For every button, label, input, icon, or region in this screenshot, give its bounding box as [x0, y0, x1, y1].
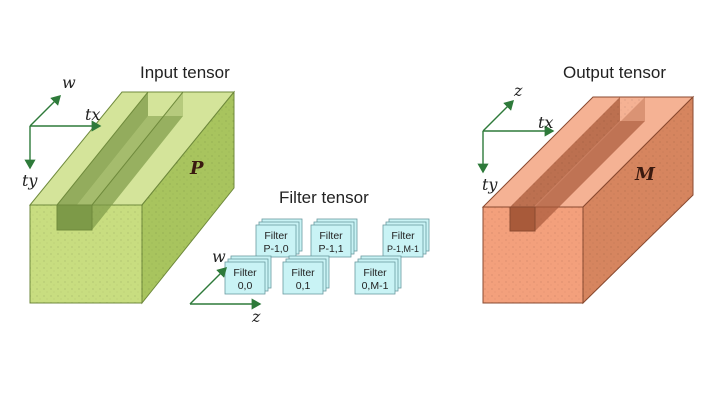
filter-card-back-2: Filter P-1,M-1: [382, 218, 430, 258]
filter-cards: FilterP-1,0FilterP-1,1FilterP-1,M-1Filte…: [224, 218, 430, 295]
output-groove-floor: [510, 121, 645, 231]
filter-card-back-0-layer: [255, 224, 297, 258]
filter-card-back-2-layer: [382, 224, 424, 258]
input-tensor-title: Input tensor: [140, 63, 230, 82]
input-depth-label: P: [189, 158, 204, 179]
filter-card-front-2-line2: 0,M-1: [362, 280, 389, 292]
output-groove-wall: [535, 97, 645, 231]
output-tensor-title: Output tensor: [563, 63, 666, 82]
output-axes: z tx ty: [477, 81, 555, 194]
output-axis-z: z: [513, 81, 523, 100]
output-tensor-block: M: [481, 95, 695, 305]
filter-tensor-title: Filter tensor: [279, 188, 369, 207]
input-axis-w: w: [62, 73, 76, 92]
input-tensor-block: P: [28, 90, 236, 305]
input-groove-wall: [92, 92, 183, 230]
filter-card-front-0-line1: Filter: [233, 267, 257, 279]
filter-card-front-1-layer: [282, 261, 324, 295]
filter-card-back-1-line1: Filter: [319, 230, 343, 242]
output-depth-label: M: [634, 164, 656, 185]
filter-card-back-0-line1: Filter: [264, 230, 288, 242]
input-groove-side: [57, 92, 148, 230]
output-axis-tx: tx: [538, 113, 553, 132]
filter-card-front-0-layer: [224, 261, 266, 295]
filter-card-back-1-layer: [310, 224, 352, 258]
filter-card-front-0-line2: 0,0: [238, 280, 253, 292]
input-axes: w tx ty: [22, 73, 102, 190]
filter-card-back-2-line1: Filter: [391, 230, 415, 242]
filter-card-back-2-line2: P-1,M-1: [387, 244, 419, 254]
input-axis-ty: ty: [22, 171, 38, 190]
input-axis-tx: tx: [85, 105, 100, 124]
filter-card-front-1-line2: 0,1: [296, 280, 311, 292]
output-axis-ty: ty: [482, 175, 498, 194]
filter-card-front-1-line1: Filter: [291, 267, 315, 279]
filter-card-back-0-line2: P-1,0: [263, 243, 288, 255]
filter-axis-w: w: [212, 247, 226, 266]
filter-card-front-2-line1: Filter: [363, 267, 387, 279]
filter-axes: w z: [189, 247, 262, 326]
input-groove-face: [56, 204, 93, 231]
filter-card-front-2-layer: [354, 261, 396, 295]
input-groove-floor: [57, 116, 183, 230]
output-groove-face: [509, 206, 536, 232]
filter-axis-z: z: [251, 307, 261, 326]
filter-card-back-1-line2: P-1,1: [318, 243, 343, 255]
